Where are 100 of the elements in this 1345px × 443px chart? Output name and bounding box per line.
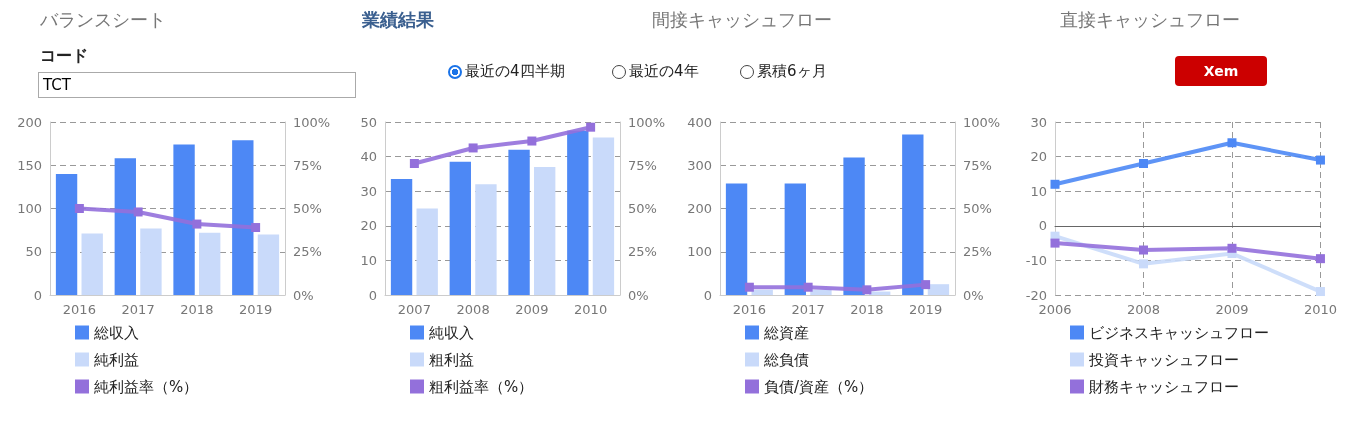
bar bbox=[751, 289, 773, 295]
legend-label: 純収入 bbox=[429, 323, 474, 342]
x-tick-label: 2017 bbox=[121, 302, 155, 317]
bar bbox=[725, 183, 748, 295]
y-tick-label: 40 bbox=[360, 149, 377, 165]
y-tick-label: 20 bbox=[360, 218, 377, 234]
point bbox=[74, 204, 84, 213]
point bbox=[1138, 159, 1148, 169]
y-tick-label: 0 bbox=[703, 287, 712, 303]
legend-label: 粗利益率（%） bbox=[429, 377, 534, 396]
point bbox=[409, 159, 419, 169]
y-tick-label: 300 bbox=[687, 157, 712, 173]
x-tick-label: 2006 bbox=[1038, 302, 1072, 317]
x-tick-label: 2010 bbox=[1303, 302, 1337, 317]
y2-tick-label: 50% bbox=[963, 201, 992, 216]
legend-label: ビジネスキャッシュフロー bbox=[1089, 323, 1269, 342]
legend-label: 純利益 bbox=[94, 350, 139, 369]
text: 最近の4四半期 bbox=[465, 62, 565, 81]
legend-label: 総資産 bbox=[763, 323, 809, 342]
bar bbox=[390, 179, 413, 295]
bar bbox=[140, 228, 162, 295]
y-tick-label: 50 bbox=[360, 114, 377, 130]
text: バランスシート bbox=[40, 8, 166, 32]
point bbox=[1227, 243, 1237, 253]
x-tick-label: 2009 bbox=[1215, 302, 1249, 317]
bar bbox=[534, 166, 556, 295]
x-tick-label: 2010 bbox=[574, 302, 608, 317]
legend-label: 粗利益 bbox=[429, 350, 474, 369]
bar bbox=[449, 161, 471, 295]
point bbox=[1315, 254, 1325, 264]
legend-label: 負債/資産（%） bbox=[764, 377, 874, 396]
point bbox=[586, 122, 596, 132]
point bbox=[1315, 155, 1325, 165]
y-tick-label: 30 bbox=[360, 183, 377, 199]
y2-tick-label: 0% bbox=[963, 287, 984, 303]
y2-tick-label: 100% bbox=[293, 114, 331, 130]
legend-label: 純利益率（%） bbox=[94, 377, 199, 396]
y-tick-label: 200 bbox=[687, 201, 712, 216]
bar bbox=[927, 284, 950, 295]
bar bbox=[784, 183, 806, 295]
x-tick-label: 2009 bbox=[515, 302, 549, 317]
point bbox=[1227, 138, 1237, 148]
y-tick-label: 150 bbox=[17, 157, 42, 173]
y-tick-label: 20 bbox=[1030, 149, 1047, 165]
y2-tick-label: 75% bbox=[963, 157, 992, 173]
y-tick-label: 30 bbox=[1030, 114, 1047, 130]
y-tick-label: 200 bbox=[17, 114, 42, 130]
text: 直接キャッシュフロー bbox=[1060, 8, 1240, 32]
x-tick-label: 2018 bbox=[850, 302, 884, 317]
y2-tick-label: 50% bbox=[293, 201, 322, 216]
bar bbox=[257, 234, 280, 295]
y2-tick-label: 75% bbox=[628, 157, 657, 173]
bar bbox=[81, 233, 103, 295]
bar bbox=[173, 144, 195, 295]
point bbox=[251, 223, 261, 233]
legend-label: 総収入 bbox=[93, 323, 139, 342]
bar bbox=[843, 157, 865, 295]
bar bbox=[55, 173, 78, 295]
bar bbox=[232, 140, 254, 295]
y-tick-label: 100 bbox=[687, 244, 712, 260]
point bbox=[527, 136, 537, 146]
point bbox=[1050, 238, 1060, 248]
text: 間接キャッシュフロー bbox=[652, 8, 832, 32]
y-tick-label: 0 bbox=[368, 287, 377, 303]
y2-tick-label: 100% bbox=[963, 114, 1001, 130]
x-tick-label: 2016 bbox=[62, 302, 96, 317]
y2-tick-label: 25% bbox=[293, 244, 322, 260]
y2-tick-label: 100% bbox=[628, 114, 666, 130]
x-tick-label: 2018 bbox=[180, 302, 214, 317]
y2-tick-label: 25% bbox=[628, 244, 657, 260]
y-tick-label: -10 bbox=[1025, 252, 1047, 268]
y-tick-label: 0 bbox=[33, 287, 42, 303]
text: 累積6ヶ月 bbox=[757, 62, 827, 81]
y2-tick-label: 0% bbox=[293, 287, 314, 303]
point bbox=[468, 143, 478, 153]
text: コード bbox=[40, 46, 88, 67]
x-tick-label: 2017 bbox=[791, 302, 825, 317]
point bbox=[192, 219, 202, 229]
point bbox=[1315, 287, 1325, 297]
bar bbox=[475, 184, 497, 295]
x-tick-label: 2016 bbox=[732, 302, 766, 317]
y2-tick-label: 25% bbox=[963, 244, 992, 260]
legend-label: 投資キャッシュフロー bbox=[1088, 350, 1239, 369]
y-tick-label: 100 bbox=[17, 201, 42, 216]
y-tick-label: 400 bbox=[687, 114, 712, 130]
y-tick-label: 0 bbox=[1038, 218, 1047, 234]
bar bbox=[567, 130, 589, 295]
point bbox=[1138, 259, 1148, 269]
button: Xem bbox=[1175, 56, 1267, 86]
x-tick-label: 2007 bbox=[397, 302, 431, 317]
x-tick-label: 2008 bbox=[456, 302, 490, 317]
x-tick-label: 2019 bbox=[909, 302, 943, 317]
legend-label: 総負債 bbox=[763, 350, 809, 369]
y-tick-label: 50 bbox=[25, 244, 42, 260]
point bbox=[1050, 179, 1060, 189]
point bbox=[1138, 245, 1148, 255]
text: 業績結果 bbox=[362, 8, 434, 32]
bar bbox=[416, 208, 438, 295]
text: 最近の4年 bbox=[629, 62, 699, 81]
y-tick-label: -20 bbox=[1025, 287, 1047, 303]
